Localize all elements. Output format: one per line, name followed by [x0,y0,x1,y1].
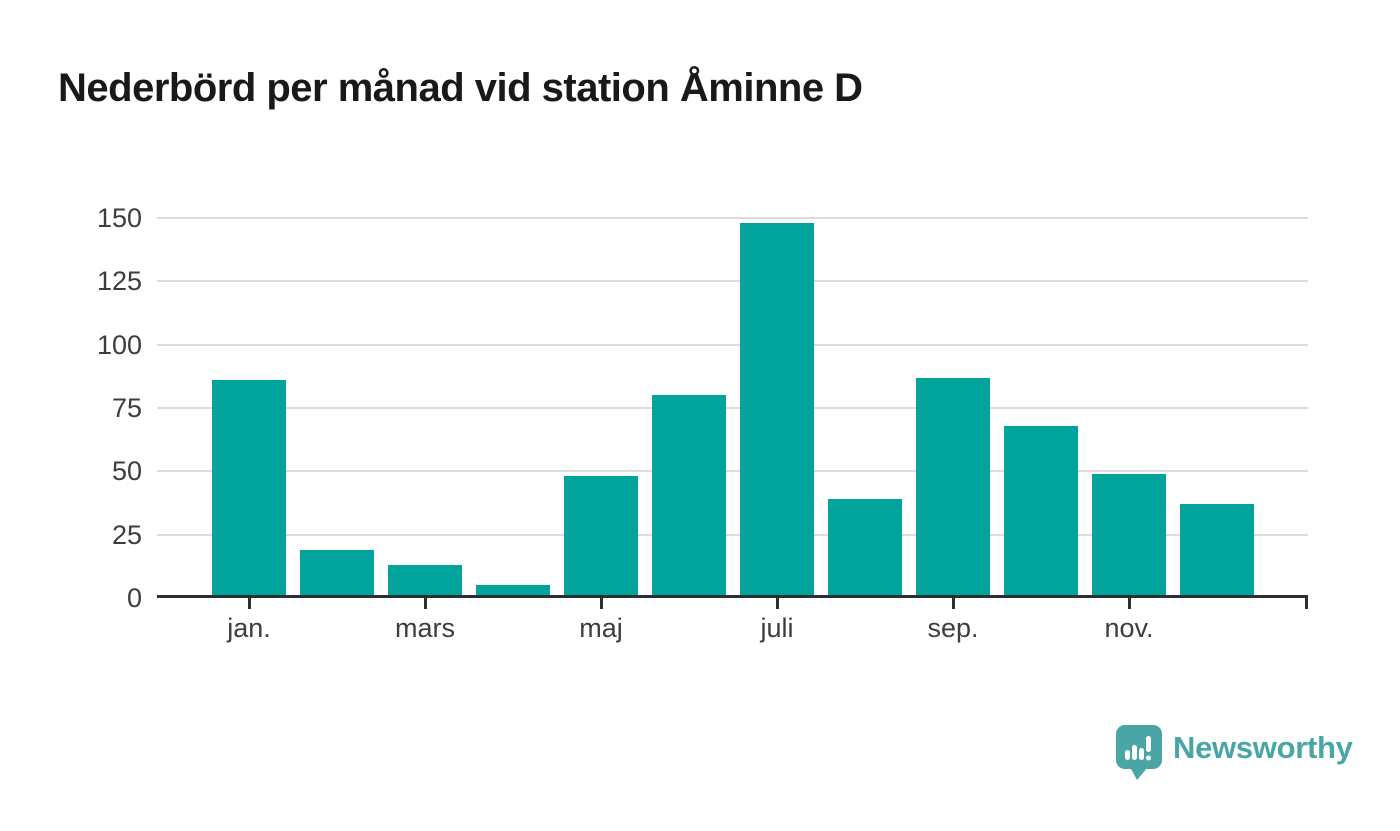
newsworthy-logo: Newsworthy [1115,724,1353,781]
newsworthy-chart-bubble-icon [1116,725,1162,780]
bar-juni [652,395,726,598]
x-axis-tick-label: mars [395,613,455,643]
x-axis [157,595,1308,598]
x-axis-tick [599,598,603,609]
x-axis-tick-label: maj [579,613,623,643]
y-gridline [157,533,1308,536]
y-axis-tick-label: 100 [96,329,142,360]
bar-sep. [916,377,990,598]
x-axis-tick [1127,598,1131,609]
bar-aug. [828,499,902,598]
y-gridline [157,217,1308,219]
y-axis-tick-label: 50 [111,456,142,487]
bar-nov. [1092,473,1166,598]
bar-okt. [1004,425,1078,598]
y-axis-tick-label: 25 [111,519,142,550]
bar-dec. [1180,504,1254,598]
bar-jan. [212,380,286,598]
newsworthy-wordmark: Newsworthy [1173,730,1353,765]
x-axis-tick [951,598,955,609]
x-axis-tick [247,598,251,609]
x-axis-tick-label: sep. [927,613,979,643]
bar-juli [740,223,814,598]
x-axis-tick [775,598,779,609]
bar-maj [564,476,638,598]
x-axis-tick [423,598,427,609]
y-gridline [157,407,1308,409]
y-gridline [157,280,1308,283]
bar-feb. [300,549,374,598]
x-axis-tick-label: juli [760,613,794,643]
y-axis-tick-label: 125 [96,266,142,297]
y-axis-tick-label: 0 [126,583,142,613]
chart-title: Nederbörd per månad vid station Åminne D [58,66,863,110]
bar-apr. [476,585,550,598]
x-axis-tick-label: jan. [227,613,271,643]
y-axis-tick-label: 150 [96,203,142,233]
y-gridline [157,470,1308,473]
y-gridline [157,343,1308,346]
x-axis-end-tick [1305,595,1308,609]
x-axis-tick-label: nov. [1104,613,1154,643]
y-axis-tick-label: 75 [111,393,142,423]
bar-mars [388,565,462,598]
